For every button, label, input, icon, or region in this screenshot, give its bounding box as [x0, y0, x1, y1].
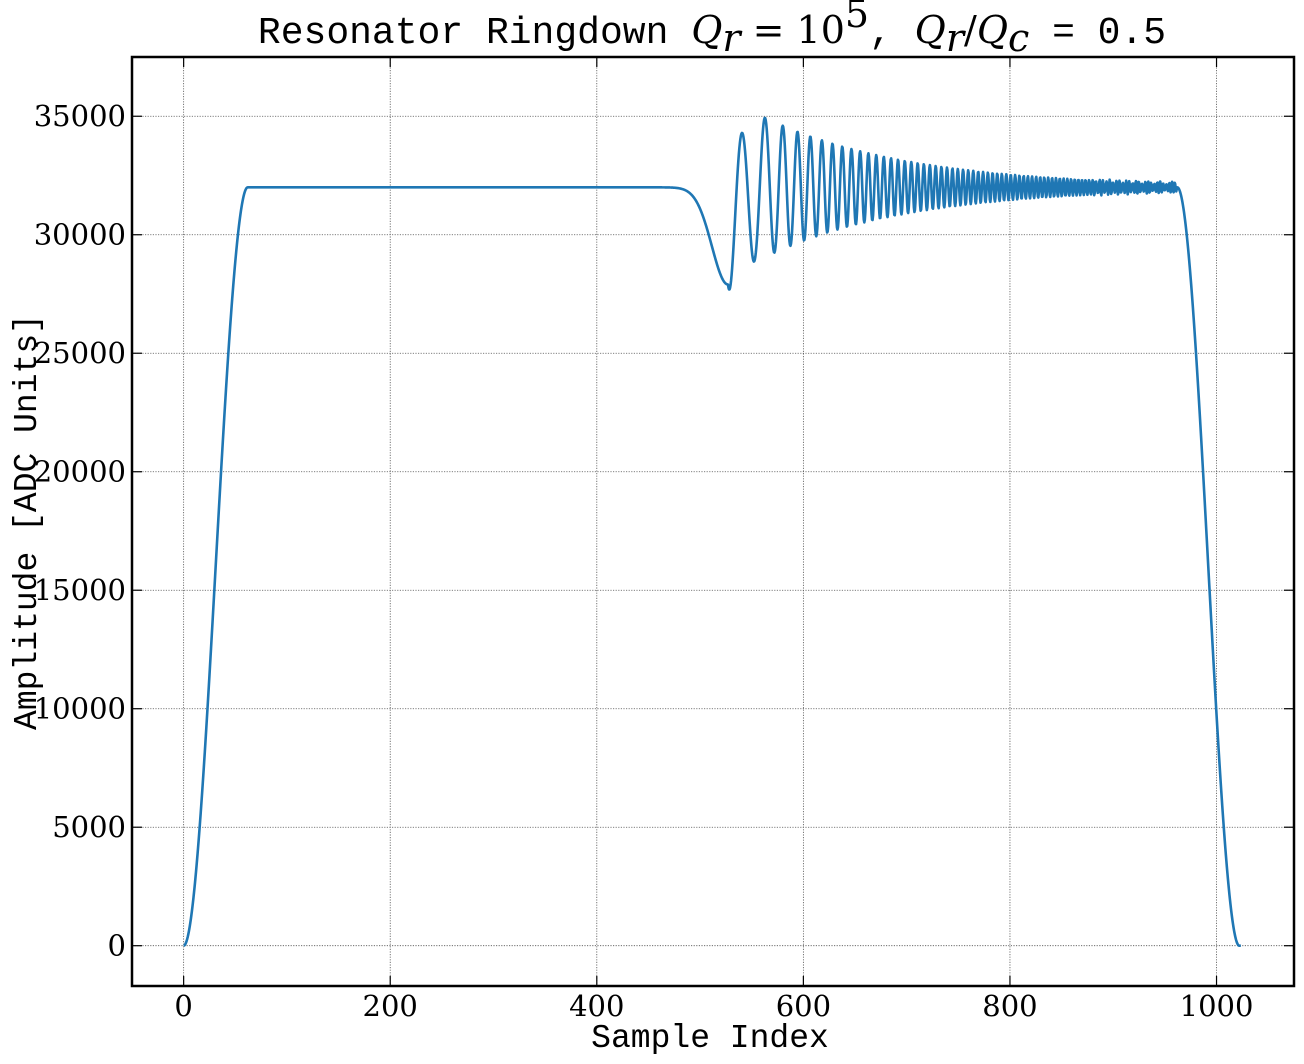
y-tick-label: 35000	[34, 99, 126, 133]
title-separator: ,	[869, 12, 915, 55]
plot-frame	[130, 55, 1296, 988]
y-tick-label: 20000	[34, 455, 126, 489]
series-line-ringdown	[182, 116, 1242, 948]
y-tick-labels: 0 5000 10000 15000 20000 25000 30000 35000	[34, 99, 126, 962]
y-tick-label: 10000	[34, 692, 126, 726]
grid-lines	[132, 57, 1294, 986]
x-tick-label: 800	[982, 989, 1037, 1023]
title-qr-exp: 5	[845, 0, 869, 36]
x-tick-label: 400	[569, 989, 624, 1023]
title-ratio-slash: /	[964, 8, 977, 52]
y-axis-label: Amplitude [ADC Units]	[9, 314, 46, 730]
title-ratio-num: Q	[915, 8, 946, 52]
title-ratio-den: Q	[977, 8, 1008, 52]
x-tick-label: 600	[776, 989, 831, 1023]
y-tick-label: 25000	[34, 336, 126, 370]
y-tick-label: 30000	[34, 218, 126, 252]
title-qr-sub: r	[722, 16, 743, 60]
title-ratio-den-sub: c	[1008, 16, 1029, 60]
x-tick-label: 200	[363, 989, 418, 1023]
x-tick-label: 1000	[1180, 989, 1254, 1023]
y-tick-label: 15000	[34, 573, 126, 607]
x-tick-labels: 0 200 400 600 800 1000	[174, 989, 1253, 1023]
title-ratio-num-sub: r	[946, 16, 967, 60]
axis-ticks	[132, 57, 1294, 986]
y-tick-label: 0	[108, 929, 126, 963]
title-prefix: Resonator Ringdown	[258, 12, 691, 55]
title-qr-symbol: Q	[691, 8, 722, 52]
x-tick-label: 0	[174, 989, 192, 1023]
y-tick-label: 5000	[52, 810, 126, 844]
title-qr-equals: = 10	[741, 8, 845, 52]
x-axis-label: Sample Index	[591, 1020, 829, 1057]
chart-title: Resonator Ringdown Qr = 105, Qr/Qc = 0.5	[258, 0, 1166, 60]
title-ratio-value: = 0.5	[1029, 12, 1166, 55]
